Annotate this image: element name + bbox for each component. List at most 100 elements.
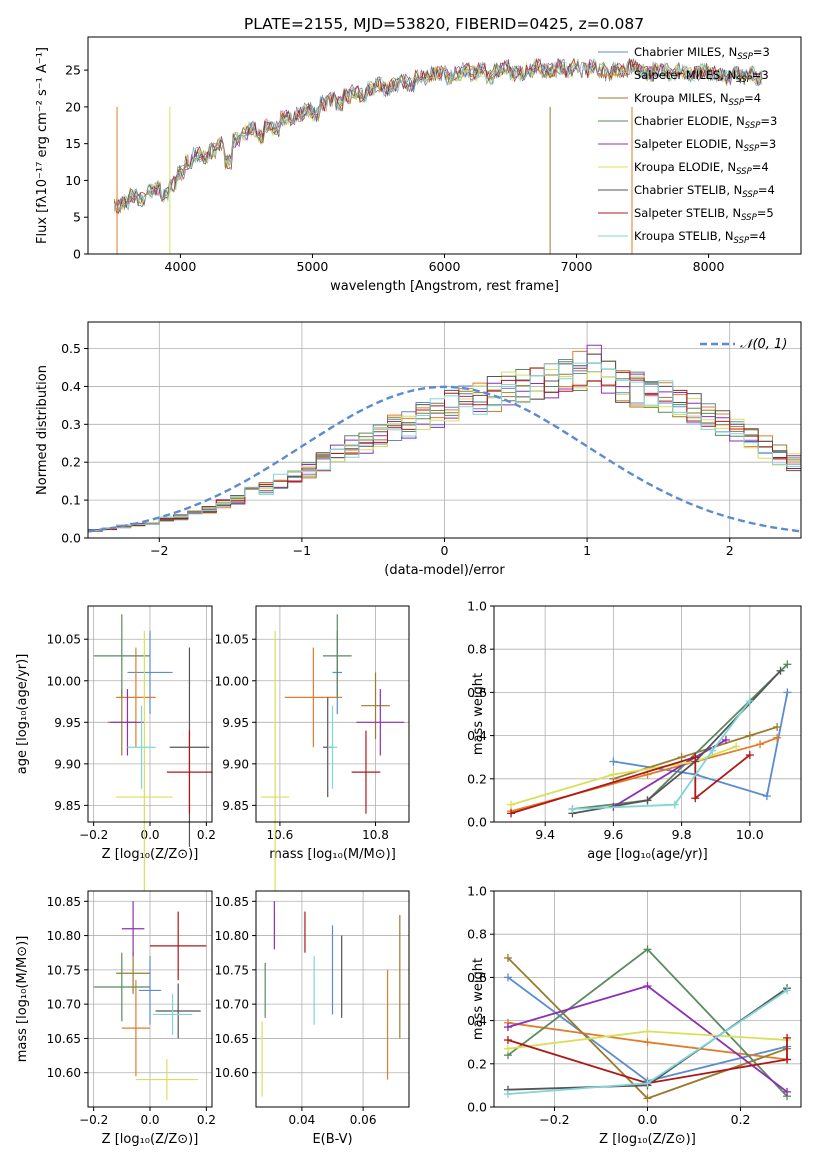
y-tick-label: 10.70 <box>215 998 249 1012</box>
x-axis-label: mass [log₁₀(M/M⊙)] <box>269 847 396 862</box>
error-bar-point <box>121 980 150 1077</box>
y-tick-label: 10.60 <box>47 1066 81 1080</box>
age-vs-metallicity-panel: −0.2 0.0 0.2 9.85 9.90 9.95 10.00 10.05 Z [log₁₀… <box>15 605 216 964</box>
weight-marker <box>643 1094 652 1103</box>
histograms <box>88 344 801 538</box>
y-tick-label: 0.8 <box>467 642 487 657</box>
y-tick-label: 25 <box>65 63 81 78</box>
y-axis-label: Normed distribution <box>35 365 50 495</box>
y-tick-label: 10.65 <box>47 1032 81 1046</box>
x-tick-label: −0.2 <box>79 1113 108 1127</box>
weight-lines <box>507 660 792 818</box>
weight-marker <box>783 1087 792 1096</box>
y-tick-label: 9.85 <box>54 799 81 813</box>
weight-marker <box>503 1036 512 1045</box>
weight-line <box>510 745 737 806</box>
y-tick-label: 0.6 <box>467 970 487 985</box>
weight-marker <box>507 809 516 818</box>
y-tick-label: 0.2 <box>467 771 487 786</box>
y-tick-label: 0.0 <box>467 1100 487 1115</box>
legend-entry: Chabrier STELIB, NSSP=4 <box>634 183 775 200</box>
axes-frame <box>255 605 410 823</box>
legend-subscript: SSP <box>729 98 745 108</box>
y-tick-label: 0.3 <box>61 417 81 432</box>
spectrum-line <box>114 58 763 212</box>
axes-frame <box>87 890 213 1108</box>
axes-frame <box>493 605 802 823</box>
x-tick-label: 0.2 <box>731 1112 751 1127</box>
legend-subscript: SSP <box>744 144 760 154</box>
y-tick-label: 10.00 <box>47 674 81 688</box>
legend-entry: Salpeter ELODIE, NSSP=3 <box>634 137 776 154</box>
axes-frame <box>255 890 410 1108</box>
x-tick-label: 10.8 <box>362 828 389 842</box>
error-bar-point <box>322 614 352 698</box>
error-bar-point <box>155 983 201 1039</box>
x-tick-label: 0.2 <box>197 1113 216 1127</box>
weight-marker <box>677 753 686 762</box>
error-bar-point <box>361 672 390 739</box>
weight-marker <box>745 751 754 760</box>
x-tick-label: 5000 <box>297 259 329 274</box>
y-tick-label: 10.00 <box>215 674 249 688</box>
y-tick-label: 10.05 <box>215 633 249 647</box>
y-tick-label: 9.95 <box>222 716 249 730</box>
weight-marker <box>503 1023 512 1032</box>
error-bar-point <box>93 614 150 698</box>
legend-subscript: SSP <box>741 213 757 223</box>
y-tick-label: 1.0 <box>467 599 487 614</box>
error-bar-point <box>135 1059 198 1101</box>
legend-label: Salpeter MILES, N <box>634 68 736 82</box>
x-axis-label: age [log₁₀(age/yr)] <box>587 847 708 862</box>
legend-subscript: SSP <box>736 75 752 85</box>
weight-lines <box>503 945 792 1103</box>
weight-marker <box>643 945 652 954</box>
plot-area <box>494 606 801 822</box>
y-tick-label: 15 <box>65 136 81 151</box>
y-tick-label: 0.1 <box>61 493 81 508</box>
legend-label: Salpeter STELIB, N <box>634 206 741 220</box>
weight-marker <box>783 688 792 697</box>
x-tick-label: −1 <box>293 543 311 558</box>
legend-entry: Chabrier MILES, NSSP=3 <box>634 45 770 62</box>
y-tick-label: 10.60 <box>215 1066 249 1080</box>
x-tick-label: 0 <box>441 543 449 558</box>
y-axis-label: mass [log₁₀(M/M⊙)] <box>15 936 30 1063</box>
x-tick-label: 1 <box>583 543 591 558</box>
legend-count: =5 <box>757 206 774 220</box>
legend-entry: Kroupa ELODIE, NSSP=4 <box>634 160 769 177</box>
y-tick-label: 0.4 <box>467 1013 487 1028</box>
legend-count: =3 <box>760 114 777 128</box>
legend-label: Kroupa STELIB, N <box>634 229 734 243</box>
weight-marker <box>503 1090 512 1099</box>
legend-subscript: SSP <box>742 190 758 200</box>
y-tick-label: 5 <box>73 210 81 225</box>
x-axis-label: E(B-V) <box>312 1132 352 1147</box>
mass-vs-ebv-panel: 0.04 0.06 10.60 10.65 10.70 10.75 10.80 10.85 E(… <box>215 890 410 1147</box>
x-tick-label: −2 <box>150 543 168 558</box>
spectrum-panel: 4000 5000 6000 7000 8000 0 5 10 15 20 25 wavelength… <box>35 36 802 294</box>
legend-count: =3 <box>753 45 770 59</box>
axes-frame <box>87 36 802 255</box>
weight-marker <box>773 733 782 742</box>
y-tick-label: 10.05 <box>47 633 81 647</box>
weight-marker <box>762 792 771 801</box>
legend-subscript: SSP <box>736 167 752 177</box>
error-bar-point <box>152 993 193 1035</box>
error-bar-point <box>110 689 145 756</box>
y-tick-label: 9.90 <box>222 757 249 771</box>
error-bars <box>260 614 405 964</box>
weight-marker <box>503 953 512 962</box>
x-axis-label: Z [log₁₀(Z/Z⊙)] <box>599 1132 696 1147</box>
y-tick-label: 9.95 <box>54 716 81 730</box>
axes-frame <box>87 321 802 539</box>
weight-marker <box>507 800 516 809</box>
weight-marker <box>783 660 792 669</box>
y-tick-label: 9.90 <box>54 757 81 771</box>
y-axis-label: mass weight <box>471 673 486 755</box>
y-tick-label: 0.8 <box>467 927 487 942</box>
legend-label: Kroupa MILES, N <box>634 91 729 105</box>
legend-count: =3 <box>752 68 769 82</box>
